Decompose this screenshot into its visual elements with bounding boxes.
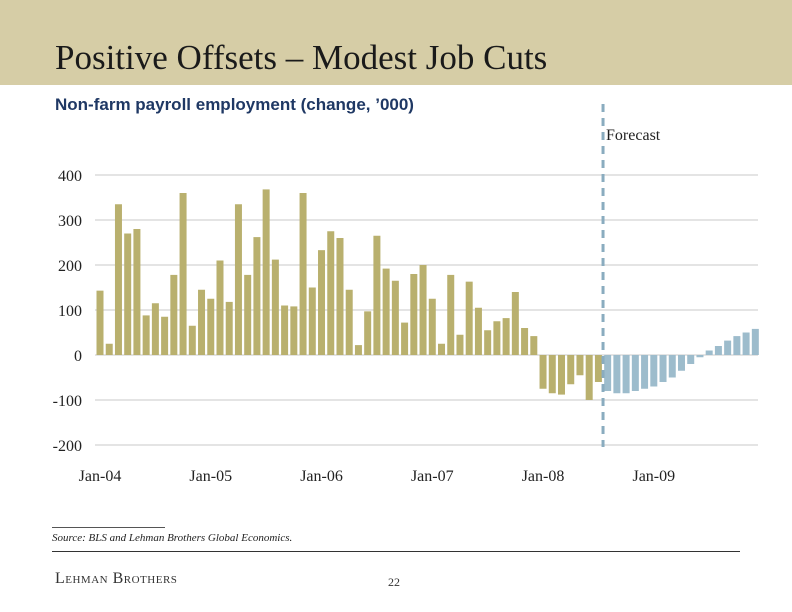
actual-bar: [419, 265, 427, 355]
x-tick-label: Jan-04: [79, 468, 122, 485]
header-band: [0, 0, 792, 85]
actual-bar: [465, 281, 473, 355]
payroll-chart: 400 300 200 100 0 -100 -200 Forecast Jan-04 Jan-0…: [53, 104, 759, 485]
actual-bar: [401, 322, 409, 355]
actual-bar: [262, 189, 270, 355]
footer-rule: [52, 551, 740, 552]
actual-bar: [548, 355, 556, 394]
y-tick-label: -100: [53, 393, 82, 410]
forecast-bar: [613, 355, 621, 394]
actual-bar: [594, 355, 602, 382]
forecast-bar: [751, 328, 759, 355]
forecast-bar: [622, 355, 630, 394]
x-tick-label: Jan-08: [522, 468, 565, 485]
forecast-bar: [687, 355, 695, 364]
actual-bar: [345, 289, 353, 355]
actual-bar: [234, 204, 242, 355]
actual-bar: [447, 274, 455, 355]
actual-bar: [281, 305, 289, 355]
actual-bar: [308, 287, 316, 355]
actual-bar: [198, 289, 206, 355]
actual-bar: [161, 316, 169, 355]
source-rule: [52, 527, 165, 528]
forecast-label: Forecast: [606, 127, 661, 144]
forecast-bar: [742, 332, 750, 355]
forecast-bar: [659, 355, 667, 382]
grid-layer: [95, 174, 758, 446]
y-tick-label: 300: [58, 213, 82, 230]
y-tick-label: 0: [74, 348, 82, 365]
x-tick-label: Jan-05: [189, 468, 232, 485]
actual-bar: [364, 311, 372, 355]
y-tick-label: 100: [58, 303, 82, 320]
chart-subtitle: Non-farm payroll employment (change, ’00…: [55, 95, 414, 114]
actual-bar: [327, 231, 335, 355]
forecast-bar: [631, 355, 639, 391]
y-tick-label: 200: [58, 258, 82, 275]
axis-layer: 400 300 200 100 0 -100 -200 Forecast Jan-04 Jan-0…: [53, 104, 675, 485]
actual-bar: [244, 274, 252, 355]
actual-bar: [170, 274, 178, 355]
actual-bar: [151, 303, 159, 355]
actual-bar: [456, 334, 464, 355]
actual-bar: [142, 315, 150, 355]
y-tick-label: -200: [53, 438, 82, 455]
bar-layer: [96, 189, 759, 400]
x-tick-label: Jan-07: [411, 468, 454, 485]
actual-bar: [179, 193, 187, 355]
forecast-bar: [705, 350, 713, 355]
actual-bar: [354, 345, 362, 355]
x-tick-label: Jan-06: [300, 468, 343, 485]
forecast-bar: [677, 355, 685, 371]
forecast-bar: [641, 355, 649, 389]
forecast-bar: [696, 355, 704, 358]
actual-bar: [318, 250, 326, 355]
source-note: Source: BLS and Lehman Brothers Global E…: [52, 532, 293, 544]
actual-bar: [271, 259, 279, 355]
actual-bar: [558, 355, 565, 395]
actual-bar: [474, 307, 482, 355]
actual-bar: [216, 260, 224, 355]
actual-bar: [96, 290, 104, 355]
actual-bar: [105, 343, 113, 355]
actual-bar: [530, 336, 538, 355]
actual-bar: [336, 238, 344, 355]
x-tick-label: Jan-09: [632, 468, 675, 485]
actual-bar: [521, 328, 529, 355]
actual-bar: [253, 237, 261, 355]
actual-bar: [428, 298, 436, 355]
forecast-bar: [668, 355, 676, 378]
lehman-brothers-logo: Lehman Brothers: [55, 570, 178, 587]
slide-title: Positive Offsets – Modest Job Cuts: [55, 38, 548, 77]
actual-bar: [188, 325, 196, 355]
forecast-bar: [733, 336, 741, 355]
page-number: 22: [388, 575, 400, 589]
actual-bar: [207, 298, 215, 355]
actual-bar: [410, 274, 418, 355]
actual-bar: [493, 321, 501, 355]
actual-bar: [567, 355, 575, 385]
forecast-bar: [604, 355, 612, 391]
actual-bar: [585, 355, 593, 400]
actual-bar: [511, 292, 519, 355]
actual-bar: [124, 233, 132, 355]
actual-bar: [484, 330, 492, 355]
forecast-bar: [714, 346, 722, 355]
actual-bar: [391, 280, 399, 355]
y-tick-label: 400: [58, 168, 82, 185]
actual-bar: [373, 235, 381, 355]
forecast-bar: [724, 340, 732, 355]
forecast-bar: [650, 355, 658, 387]
actual-bar: [539, 355, 547, 389]
actual-bar: [299, 193, 307, 355]
actual-bar: [382, 268, 390, 355]
actual-bar: [290, 306, 298, 355]
actual-bar: [502, 318, 510, 355]
actual-bar: [576, 355, 584, 376]
actual-bar: [225, 301, 233, 355]
actual-bar: [438, 343, 446, 355]
actual-bar: [133, 229, 141, 355]
actual-bar: [114, 204, 122, 355]
